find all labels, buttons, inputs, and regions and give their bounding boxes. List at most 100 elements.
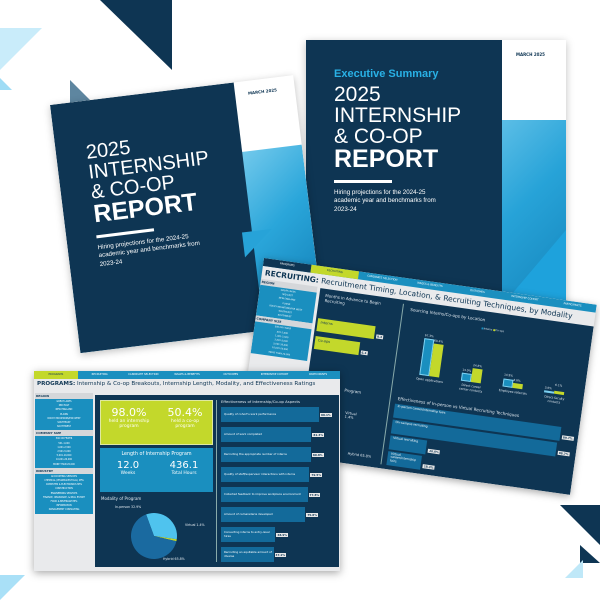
decor-triangle-light <box>0 28 42 70</box>
cover-title-year: 2025 <box>334 83 381 106</box>
sourcing-bar-coops <box>553 390 565 396</box>
decor-triangle-navy <box>100 0 172 70</box>
tab-internship-cohort[interactable]: INTERNSHIP COHORT <box>260 373 289 376</box>
months-bar: Co-ops <box>313 335 360 356</box>
effectiveness-bar: Quality of staff/supervisor interactions… <box>221 467 310 482</box>
company-size-label: COMPANY SIZE <box>35 430 93 437</box>
tab-participants[interactable]: PARTICIPANTS <box>309 373 328 376</box>
sizes-filter-list: 500 OR FEWER 501-1,000 1,001-2,500 2,501-5,… <box>35 436 93 468</box>
filter-option[interactable]: ACCOUNTING SERVICES <box>50 474 78 478</box>
filter-option[interactable]: SOUTHEAST <box>57 421 71 425</box>
programs-dashboard: PROGRAMS RECRUITING CANDIDATE SELECTION … <box>34 371 340 571</box>
decor-triangle-bottom-right-2 <box>580 545 600 563</box>
effectiveness-bar: Quality of cohort's work performance <box>221 407 319 422</box>
cover-date: MARCH 2025 <box>247 87 278 96</box>
decor-triangle-bottom-right <box>560 505 600 545</box>
decor-triangle-bottom-right-3 <box>565 560 583 578</box>
coop-label: held a co-op program <box>171 419 199 429</box>
sourcing-bar-interns <box>544 390 555 394</box>
filter-sidebar: REGION GREAT LAKES MID EAST NEW ENGLAND PLA… <box>35 393 93 514</box>
tab-outcomes[interactable]: OUTCOMES <box>223 373 239 376</box>
filter-option[interactable]: MANAGEMENT CONSULTING <box>48 508 80 512</box>
effectiveness-value: 80.8% <box>311 453 324 457</box>
regions-filter-list: GREAT LAKES MID EAST NEW ENGLAND PLAINS ROCK… <box>35 399 93 431</box>
cover-title-line2: INTERNSHIP <box>334 104 462 127</box>
months-bar: Interns <box>316 318 376 340</box>
filter-option[interactable]: INFORMATION <box>56 504 72 508</box>
length-card: Length of Internship Program 12.0 Weeks 4… <box>100 448 213 492</box>
filter-option[interactable]: FINANCE, INSURANCE, & REAL ESTATE <box>43 495 85 499</box>
sourcing-value-interns: 3.8% <box>544 385 553 391</box>
filter-option[interactable]: ROCKY MOUNTAINS/FAR WEST <box>47 416 81 420</box>
decor-triangle-light-small <box>0 78 12 90</box>
in-person-label: In-person 32.9% <box>115 505 142 509</box>
filter-option[interactable]: NEW ENGLAND <box>55 408 73 412</box>
effectiveness-bar: Recruiting the appropriate number of int… <box>221 447 311 462</box>
filter-option[interactable]: 501-1,000 <box>58 441 70 445</box>
modality-pie <box>131 513 177 559</box>
sourcing-value-coops: 6.1% <box>554 382 563 388</box>
sourcing-value-interns: 14.9% <box>503 372 514 378</box>
filter-option[interactable]: 2,501-5,000 <box>57 450 71 454</box>
filter-option[interactable]: CONSTRUCTION <box>55 487 73 491</box>
decor-triangle-bottom-left <box>0 575 25 600</box>
filter-option[interactable]: 5,001-10,000 <box>56 454 72 458</box>
filter-option[interactable]: MORE THAN 20,000 <box>53 462 75 466</box>
filter-option[interactable]: 500 OR FEWER <box>55 437 73 441</box>
filter-option[interactable]: 1,001-2,500 <box>57 445 71 449</box>
filter-option[interactable]: GREAT LAKES <box>56 400 72 403</box>
filter-option[interactable]: SOUTHWEST <box>57 425 71 429</box>
effectiveness-value: 79.5% <box>310 473 323 477</box>
pie-slice <box>131 514 177 559</box>
filter-option[interactable]: FOOD & BEVERAGE MFG <box>50 500 78 504</box>
tab-candidate-selection[interactable]: CANDIDATE SELECTION <box>128 373 159 376</box>
recruiting-panel: Months in Advance to Begin Recruiting In… <box>277 288 594 495</box>
months-value: 8.3 <box>375 334 384 340</box>
filter-option[interactable]: PLAINS <box>60 412 68 416</box>
sourcing-category: Direct faculty contacts <box>544 394 565 405</box>
tab-wages-benefits[interactable]: WAGES & BENEFITS <box>174 373 200 376</box>
cover-date: MARCH 2025 <box>516 52 545 57</box>
hybrid-label: Hybrid 65.8% <box>347 451 372 459</box>
effectiveness-bar: Recruiting an equitable amount of divers… <box>221 547 274 562</box>
cover-title-line3: & CO-OP <box>334 125 423 148</box>
effectiveness-bar: Amount of camaraderie developed <box>221 507 306 522</box>
tab-programs[interactable]: PROGRAMS <box>34 371 78 379</box>
filter-option[interactable]: ENGINEERING SERVICES <box>50 491 78 495</box>
virtual-label: Virtual 1.4% <box>344 410 357 420</box>
industry-label: INDUSTRY <box>35 467 93 474</box>
sourcing-title: Sourcing Interns/Co-ops by Location <box>409 306 486 323</box>
cover-kicker: Executive Summary <box>334 68 439 80</box>
effectiveness-title: Effectiveness of Internship/Co-op Aspect… <box>221 399 301 404</box>
technique-value: 20.0% <box>427 448 441 455</box>
sizes-filter-list: 500 OR FEWER 501-1,000 1,001-2,500 2,501-5,… <box>250 321 312 361</box>
pie-slice <box>146 513 177 540</box>
sourcing-category: Direct career center contacts <box>458 382 483 394</box>
hours-label: Total Hours <box>171 471 197 476</box>
technique-value: 89.7% <box>561 435 574 441</box>
effectiveness-bar: Collected feedback to improve workplace … <box>221 487 308 502</box>
weeks-label: Weeks <box>120 471 136 476</box>
coop-pct: 50.4% <box>167 406 203 419</box>
technique-value: 18.3% <box>422 464 435 470</box>
length-title: Length of Internship Program <box>121 452 192 457</box>
effectiveness-value: 47.2% <box>274 553 287 557</box>
weeks-value: 12.0 <box>116 460 140 471</box>
tab-recruiting[interactable]: RECRUITING <box>91 373 108 376</box>
dashboard-title: PROGRAMS: Internship & Co-op Breakouts, … <box>37 381 316 387</box>
programs-panel: 98.0% held an internship program 50.4% h… <box>95 395 339 567</box>
industries-filter-list: ACCOUNTING SERVICES CHEMICAL (PHARMACEUTI… <box>35 473 93 514</box>
effectiveness-bar: Amount of work completed <box>221 427 312 442</box>
virtual-label: Virtual 1.4% <box>185 523 205 527</box>
filter-option[interactable]: COMPUTER & ELECTRONICS MFG <box>45 483 83 487</box>
cover-title-report: REPORT <box>334 145 439 173</box>
effectiveness-bar: Converting interns to entry-level hires <box>221 527 276 542</box>
filter-option[interactable]: 10,001-20,000 <box>55 458 73 462</box>
filter-sidebar: REGION GREAT LAKES MID EAST NEW ENGLAND PLA… <box>250 278 318 361</box>
participation-card: 98.0% held an internship program 50.4% h… <box>100 400 213 445</box>
filter-option[interactable]: MID EAST <box>58 404 70 408</box>
region-label: REGION <box>35 393 93 399</box>
sourcing-bar-coops <box>470 368 483 384</box>
filter-option[interactable]: CHEMICAL (PHARMACEUTICAL) MFG <box>44 479 84 483</box>
internship-pct: 98.0% <box>111 406 147 419</box>
